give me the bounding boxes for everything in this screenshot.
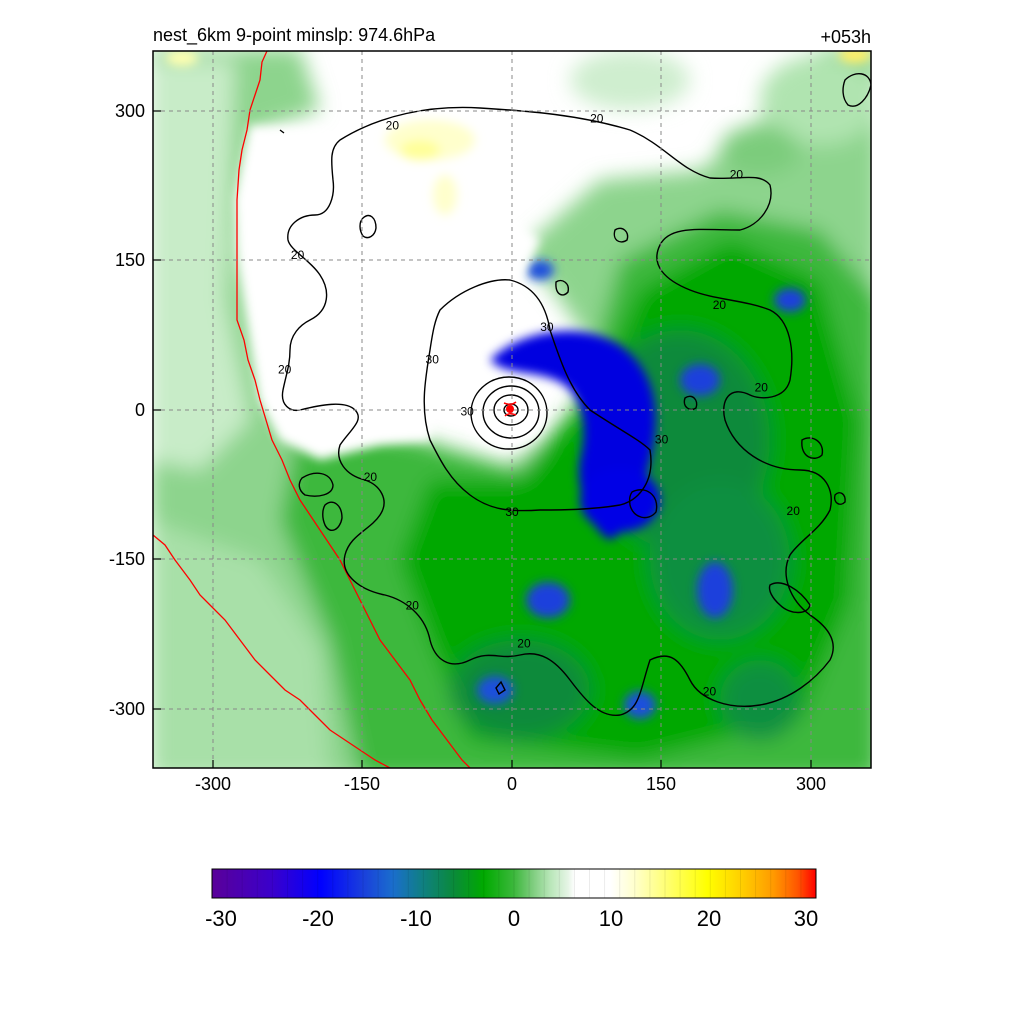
contour-label: 20 [386, 119, 400, 133]
colorbar-tick-label: 10 [599, 906, 623, 931]
axis-ticks [153, 110, 812, 768]
colorbar-tick-label: -20 [302, 906, 334, 931]
contour-label: 20 [787, 504, 801, 518]
x-tick-label: -150 [344, 774, 380, 794]
colorbar-tick-label: 30 [794, 906, 818, 931]
contour-label: 30 [655, 432, 669, 446]
contour-label: 20 [291, 248, 305, 262]
contour-label: 20 [713, 298, 727, 312]
x-tick-labels: -300 -150 0 150 300 [195, 774, 826, 794]
plot-area: 20 20 20 20 20 20 20 20 20 20 20 20 30 30 30 30 30 [153, 51, 871, 768]
coastlines [153, 51, 471, 768]
y-tick-label: -300 [109, 699, 145, 719]
y-tick-label: 150 [115, 250, 145, 270]
x-tick-label: 150 [646, 774, 676, 794]
positive-patches [166, 51, 871, 215]
contour-label: 30 [505, 505, 519, 519]
colorbar-tick-label: -30 [205, 906, 237, 931]
colorbar-tick-label: 0 [508, 906, 520, 931]
x-tick-label: -300 [195, 774, 231, 794]
colorbar-tick-label: -10 [400, 906, 432, 931]
x-tick-label: 0 [507, 774, 517, 794]
chart-title: nest_6km 9-point minslp: 974.6hPa [153, 25, 436, 46]
colorbar-gradient [211, 868, 817, 899]
contour-label: 20 [517, 637, 531, 651]
contour-label: 20 [406, 599, 420, 613]
contour-label: 20 [278, 363, 292, 377]
colorbar-tick-label: 20 [697, 906, 721, 931]
contour-label: 30 [540, 320, 554, 334]
colorbar-tick-labels: -30 -20 -10 0 10 20 30 [205, 906, 818, 931]
time-label: +053h [820, 27, 871, 47]
contour-labels: 20 20 20 20 20 20 20 20 20 20 20 20 30 30 30 30 30 [278, 112, 801, 699]
contour-label: 20 [703, 684, 717, 698]
colorbar-segment-lines [226, 869, 802, 898]
y-tick-label: -150 [109, 549, 145, 569]
y-tick-label: 0 [135, 400, 145, 420]
y-tick-labels: 300 150 0 -150 -300 [109, 101, 145, 719]
colorbar: -30 -20 -10 0 10 20 30 [205, 868, 818, 931]
storm-center-marker [503, 401, 517, 417]
contour-label: 20 [755, 381, 769, 395]
x-tick-label: 300 [796, 774, 826, 794]
blue-band [477, 260, 806, 719]
contour-label: 20 [730, 167, 744, 181]
contour-label: 30 [460, 404, 474, 418]
y-tick-label: 300 [115, 101, 145, 121]
contour-label: 20 [590, 112, 604, 126]
contour-label: 30 [426, 353, 440, 367]
contour-label: 20 [364, 470, 378, 484]
